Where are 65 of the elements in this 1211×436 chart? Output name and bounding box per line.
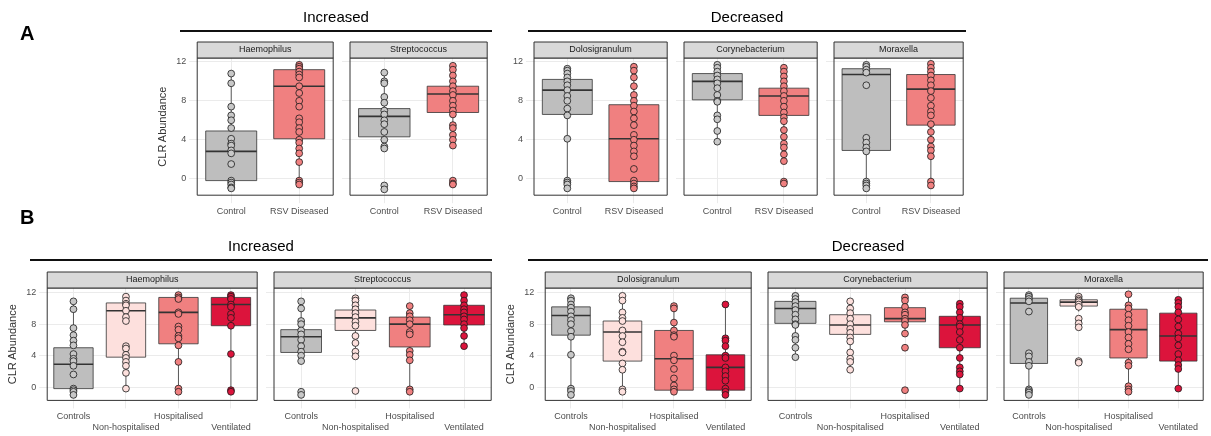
chart-title: Dolosigranulum bbox=[616, 274, 680, 285]
y-axis-title: CLR Abundance bbox=[155, 86, 168, 167]
text: Increased bbox=[302, 8, 370, 25]
chart-title: Corynebacterium bbox=[716, 44, 785, 55]
chart-title: Dolosigranulum bbox=[569, 44, 632, 55]
y-tick-label: 4 bbox=[31, 350, 37, 361]
x-tick-label: Control bbox=[369, 206, 399, 217]
x-tick-label: Controls bbox=[284, 411, 319, 422]
chart-title: Streptococcus bbox=[390, 44, 448, 55]
y-tick-label: 4 bbox=[518, 134, 524, 145]
y-tick-label: 8 bbox=[181, 95, 187, 106]
y-tick-label: 0 bbox=[31, 381, 37, 392]
x-tick-label: Non-hospitalised bbox=[1045, 422, 1113, 433]
text: Decreased bbox=[830, 237, 906, 254]
y-tick-label: 12 bbox=[26, 287, 37, 298]
x-tick-label: Hospitalised bbox=[880, 411, 930, 422]
text: B bbox=[20, 206, 35, 229]
y-tick-label: 12 bbox=[513, 56, 524, 67]
chart-title: Streptococcus bbox=[354, 274, 412, 285]
x-tick-label: Controls bbox=[1012, 411, 1047, 422]
x-tick-label: RSV Diseased bbox=[423, 206, 483, 217]
x-tick-label: Non-hospitalised bbox=[92, 422, 160, 433]
y-tick-label: 4 bbox=[529, 350, 535, 361]
x-tick-label: RSV Diseased bbox=[901, 206, 961, 217]
x-tick-label: Controls bbox=[778, 411, 813, 422]
x-tick-label: Controls bbox=[56, 411, 91, 422]
y-axis-title: CLR Abundance bbox=[503, 304, 516, 385]
y-tick-label: 12 bbox=[176, 56, 187, 67]
x-tick-label: Controls bbox=[554, 411, 589, 422]
x-tick-label: Control bbox=[552, 206, 582, 217]
y-tick-label: 4 bbox=[181, 134, 187, 145]
y-tick-label: 8 bbox=[518, 95, 524, 106]
x-tick-label: Control bbox=[702, 206, 732, 217]
x-tick-label: Non-hospitalised bbox=[588, 422, 656, 433]
y-tick-label: 8 bbox=[31, 318, 37, 329]
x-tick-label: RSV Diseased bbox=[269, 206, 329, 217]
x-tick-label: Ventilated bbox=[444, 422, 484, 433]
chart-title: Moraxella bbox=[879, 44, 919, 55]
chart-title: Corynebacterium bbox=[843, 274, 912, 285]
x-tick-label: Ventilated bbox=[211, 422, 251, 433]
x-tick-label: Non-hospitalised bbox=[816, 422, 884, 433]
text: Increased bbox=[227, 237, 295, 254]
x-tick-label: Hospitalised bbox=[385, 411, 435, 422]
x-tick-label: RSV Diseased bbox=[604, 206, 664, 217]
x-tick-label: Hospitalised bbox=[649, 411, 699, 422]
y-tick-label: 0 bbox=[181, 173, 187, 184]
x-tick-label: Control bbox=[216, 206, 246, 217]
y-axis-title: CLR Abundance bbox=[5, 304, 18, 385]
chart-title: Moraxella bbox=[1084, 274, 1124, 285]
x-tick-label: RSV Diseased bbox=[754, 206, 814, 217]
text: A bbox=[20, 22, 35, 45]
x-tick-label: Hospitalised bbox=[1103, 411, 1154, 422]
text: Decreased bbox=[709, 8, 785, 25]
y-tick-label: 0 bbox=[518, 173, 524, 184]
chart-title: Haemophilus bbox=[125, 274, 179, 285]
x-tick-label: Ventilated bbox=[705, 422, 746, 433]
y-tick-label: 12 bbox=[524, 287, 535, 298]
y-tick-label: 0 bbox=[529, 381, 535, 392]
y-tick-label: 8 bbox=[529, 318, 535, 329]
x-tick-label: Ventilated bbox=[1158, 422, 1199, 433]
x-tick-label: Control bbox=[851, 206, 881, 217]
chart-title: Haemophilus bbox=[238, 44, 292, 55]
x-tick-label: Non-hospitalised bbox=[321, 422, 389, 433]
x-tick-label: Ventilated bbox=[940, 422, 980, 433]
x-tick-label: Hospitalised bbox=[153, 411, 203, 422]
